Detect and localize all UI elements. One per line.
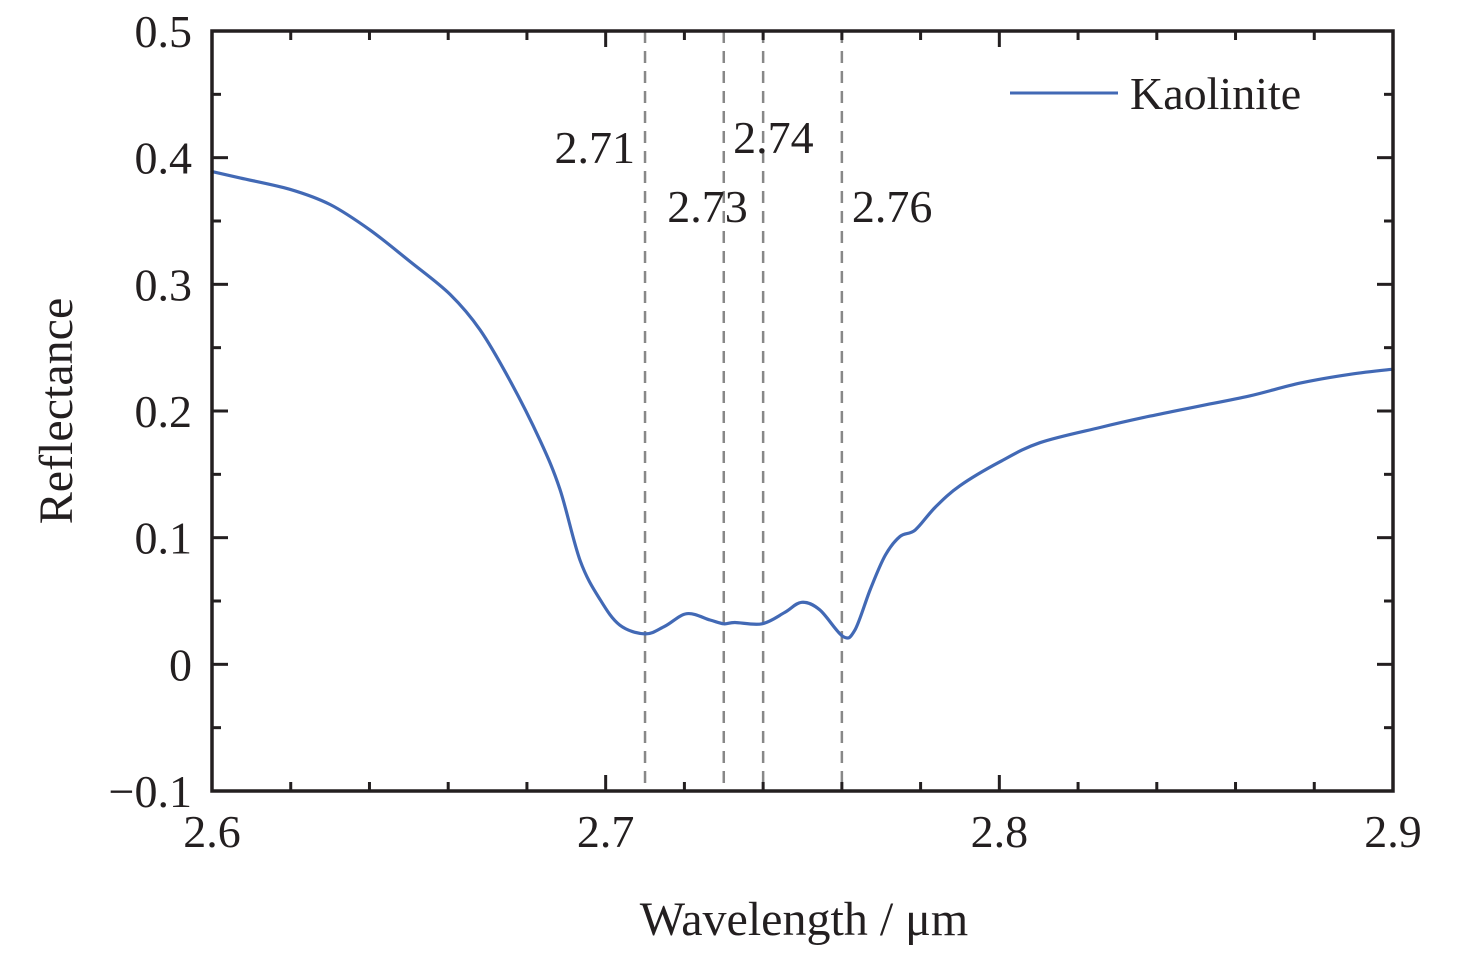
reference-label-2.71: 2.71 — [555, 122, 636, 173]
series-layer — [210, 170, 1395, 640]
y-tick-label: 0.4 — [135, 133, 193, 184]
y-axis-title: Reflectance — [30, 298, 83, 525]
tick-labels: 2.6 2.7 2.8 2.9 −0.1 0 0.1 0.2 0.3 0.4 0.5 — [109, 6, 1422, 857]
reference-annotations: 2.71 2.73 2.74 2.76 — [555, 112, 933, 232]
legend: Kaolinite — [1010, 68, 1301, 119]
reference-label-2.76: 2.76 — [852, 181, 933, 232]
y-tick-label: 0 — [169, 639, 192, 690]
reference-label-2.74: 2.74 — [733, 112, 814, 163]
y-tick-label: −0.1 — [109, 766, 192, 817]
y-tick-label: 0.1 — [135, 513, 193, 564]
x-tick-label: 2.7 — [577, 806, 635, 857]
x-axis-title: Wavelength / μm — [640, 893, 968, 946]
y-tick-label: 0.3 — [135, 259, 193, 310]
x-tick-label: 2.6 — [183, 806, 241, 857]
x-tick-label: 2.8 — [971, 806, 1029, 857]
x-tick-label: 2.9 — [1364, 806, 1422, 857]
y-tick-label: 0.2 — [135, 386, 193, 437]
y-tick-label: 0.5 — [135, 6, 193, 57]
legend-label-kaolinite: Kaolinite — [1130, 68, 1301, 119]
reference-label-2.73: 2.73 — [667, 181, 748, 232]
series-line-kaolinite — [210, 170, 1395, 640]
reference-lines — [643, 31, 844, 791]
ticks — [210, 29, 1395, 793]
